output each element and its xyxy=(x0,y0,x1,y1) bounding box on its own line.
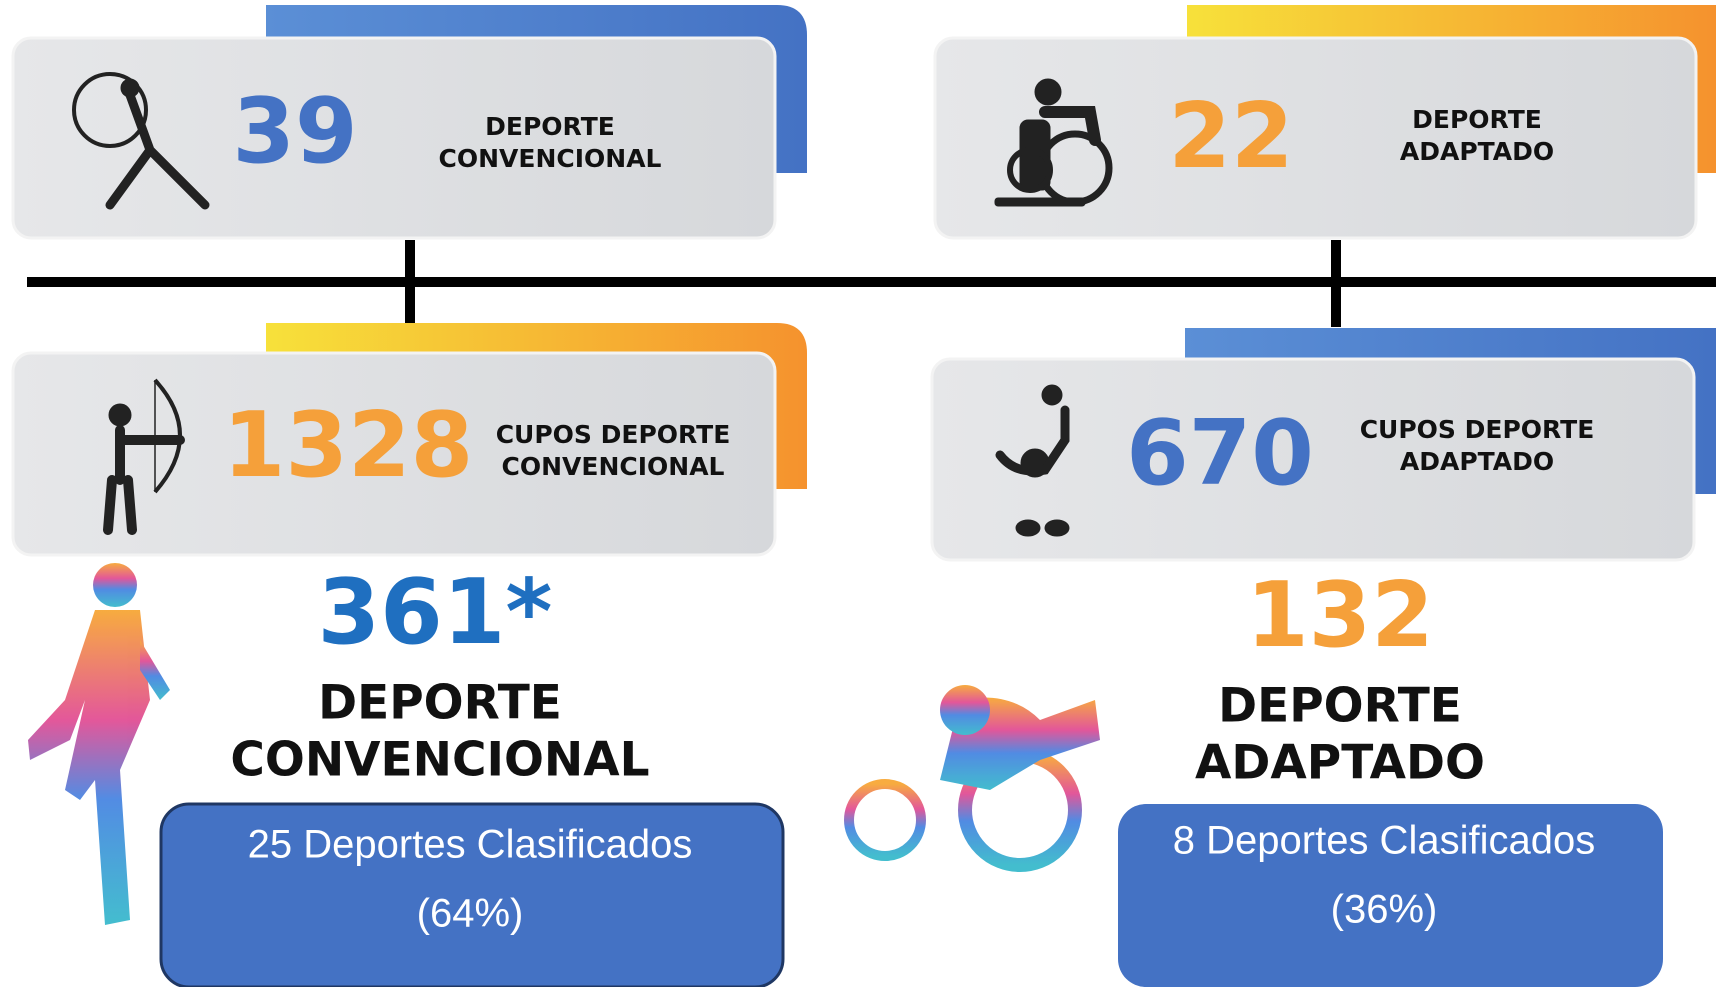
summary-label: CONVENCIONAL xyxy=(230,733,649,788)
card-number: 1328 xyxy=(223,393,474,498)
card-label: DEPORTE xyxy=(485,112,615,141)
runner-figure xyxy=(28,563,170,925)
card-label: CUPOS DEPORTE xyxy=(1360,415,1595,444)
summary-label: ADAPTADO xyxy=(1195,736,1485,791)
infographic: 39 DEPORTE CONVENCIONAL 22 DEPORTE ADAPT… xyxy=(0,0,1716,987)
card-number: 22 xyxy=(1168,84,1293,189)
timeline-tick xyxy=(1331,240,1341,327)
card-label: CONVENCIONAL xyxy=(502,452,725,481)
card-number: 39 xyxy=(232,79,357,184)
timeline-tick xyxy=(405,240,415,323)
card-label: CUPOS DEPORTE xyxy=(496,420,731,449)
summary-label: DEPORTE xyxy=(1218,679,1462,734)
card-label: CONVENCIONAL xyxy=(439,144,662,173)
wheelchair-racer-figure xyxy=(849,685,1100,865)
card-label: ADAPTADO xyxy=(1400,137,1554,166)
box-text: (36%) xyxy=(1331,888,1438,932)
timeline xyxy=(27,277,1716,287)
summary-label: DEPORTE xyxy=(318,676,562,731)
box-text: (64%) xyxy=(417,892,524,936)
card xyxy=(13,38,775,238)
box-text: 25 Deportes Clasificados xyxy=(248,823,693,867)
summary-number: 132 xyxy=(1246,563,1434,668)
box-text: 8 Deportes Clasificados xyxy=(1173,819,1595,863)
summary-number: 361* xyxy=(318,560,553,665)
card-label: DEPORTE xyxy=(1412,105,1542,134)
card-label: ADAPTADO xyxy=(1400,447,1554,476)
card-number: 670 xyxy=(1126,401,1314,506)
